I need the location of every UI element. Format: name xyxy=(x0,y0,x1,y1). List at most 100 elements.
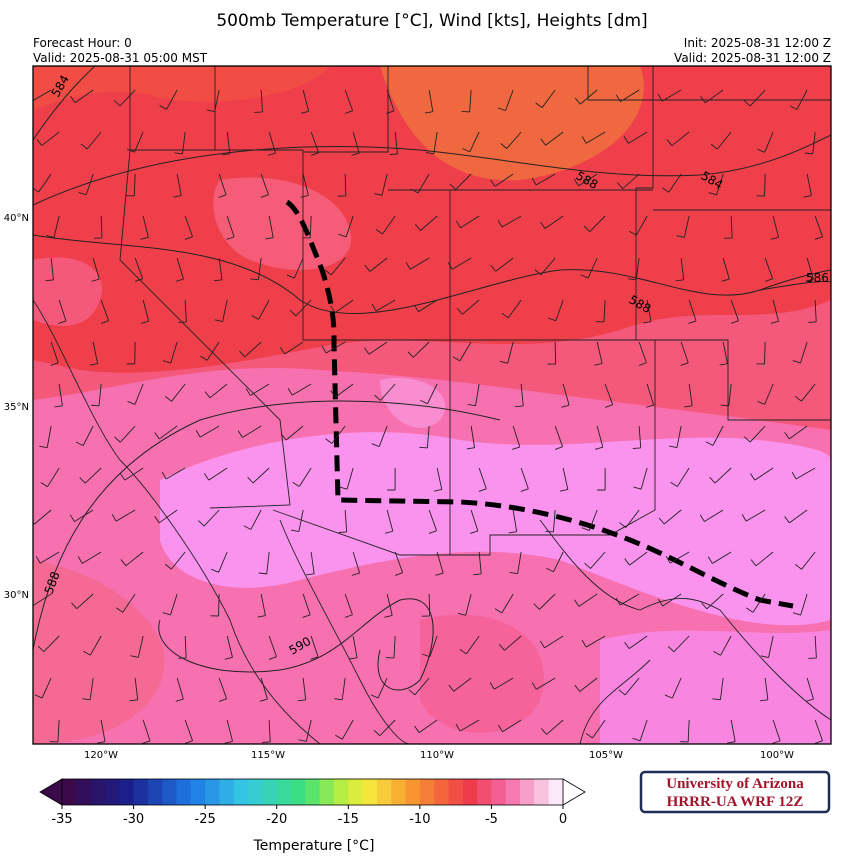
colorbar-frame xyxy=(61,778,564,806)
wind-barb xyxy=(77,551,102,564)
wind-barb xyxy=(680,719,690,743)
wind-barb xyxy=(540,131,564,146)
wind-barb xyxy=(540,719,564,735)
wind-barb xyxy=(540,215,564,229)
colorbar-swatch xyxy=(104,779,120,805)
wind-barb xyxy=(161,467,186,480)
wind-barb xyxy=(218,173,227,198)
wind-barb xyxy=(784,509,808,524)
wind-barb xyxy=(449,173,472,190)
wind-barb xyxy=(700,89,724,104)
lon-label: 120°W xyxy=(84,750,118,761)
wind-barb xyxy=(710,131,732,150)
wind-barb xyxy=(624,551,648,566)
wind-barb xyxy=(515,383,524,408)
colorbar-swatch xyxy=(233,779,249,805)
wind-barb xyxy=(595,299,606,323)
wind-barb xyxy=(174,131,186,155)
wind-barb xyxy=(709,467,732,484)
colorbar-swatch xyxy=(262,779,278,805)
wind-barb xyxy=(224,719,233,744)
colorbar: -35 -30 -25 -20 -15 -10 -5 0 xyxy=(39,778,586,827)
wind-barb xyxy=(197,509,220,527)
wind-barb xyxy=(413,299,438,313)
wind-barb xyxy=(83,635,102,656)
wind-barb xyxy=(433,467,443,492)
wind-barb xyxy=(759,677,769,702)
wind-barb xyxy=(741,509,766,522)
lon-label: 105°W xyxy=(589,750,623,761)
wind-barb xyxy=(344,89,354,114)
wind-barb xyxy=(494,593,514,614)
colorbar-swatch xyxy=(205,779,220,805)
wind-barb xyxy=(195,425,220,438)
colorbar-tick-label: -5 xyxy=(485,812,498,827)
colorbar-swatch xyxy=(348,779,363,805)
wind-barb xyxy=(581,635,606,648)
wind-barb xyxy=(114,425,136,443)
wind-barb xyxy=(547,341,557,365)
wind-barb xyxy=(339,467,354,490)
wind-barb xyxy=(330,383,354,398)
wind-barb xyxy=(237,425,262,438)
wind-barb xyxy=(470,509,479,534)
wind-barb xyxy=(699,509,724,522)
wind-barb xyxy=(54,383,63,408)
wind-barb xyxy=(707,551,732,564)
wind-barb xyxy=(115,593,136,613)
wind-barb xyxy=(175,257,184,282)
wind-barb xyxy=(82,677,94,701)
wind-barb xyxy=(509,551,522,575)
colorbar-swatch xyxy=(76,779,92,805)
wind-barb xyxy=(165,383,186,402)
wind-barb xyxy=(302,593,311,618)
wind-barb xyxy=(254,89,263,113)
wind-barb xyxy=(289,299,312,317)
wind-barb xyxy=(688,299,697,324)
wind-barb xyxy=(173,173,182,198)
wind-barb xyxy=(425,131,438,155)
wind-barb xyxy=(120,467,144,481)
wind-barb xyxy=(93,215,103,239)
wind-barb xyxy=(422,635,438,658)
wind-barb xyxy=(371,299,396,312)
colorbar-swatch xyxy=(333,779,349,805)
wind-barb xyxy=(250,257,262,281)
wind-barb xyxy=(243,509,262,530)
wind-barb xyxy=(91,383,102,407)
wind-barb xyxy=(808,299,817,323)
wind-barb xyxy=(387,467,396,491)
colorbar-swatch xyxy=(491,779,507,805)
wind-barb xyxy=(457,593,472,616)
wind-barb xyxy=(126,173,136,197)
wind-barb xyxy=(676,215,690,238)
logo-line: HRRR-UA WRF 12Z xyxy=(667,794,804,810)
colorbar-tick-label: -10 xyxy=(409,812,430,827)
colorbar-swatch xyxy=(133,779,149,805)
wind-barb xyxy=(657,89,682,102)
valid-local: Valid: 2025-08-31 05:00 MST xyxy=(33,51,208,65)
wind-barb xyxy=(75,425,94,447)
wind-barb xyxy=(211,551,228,573)
wind-barb xyxy=(792,341,808,364)
wind-barb xyxy=(539,635,564,649)
wind-barb xyxy=(615,89,640,102)
wind-barb xyxy=(497,719,522,733)
wind-barb xyxy=(499,341,514,364)
wind-barb xyxy=(421,593,431,617)
wind-barb xyxy=(500,131,522,149)
wind-barb xyxy=(489,677,514,690)
wind-barb xyxy=(623,131,648,144)
wind-barb xyxy=(338,215,354,238)
wind-barb xyxy=(804,131,816,155)
wind-barb xyxy=(664,677,682,699)
wind-barb xyxy=(300,89,310,114)
wind-barb xyxy=(410,173,430,194)
wind-barb xyxy=(58,299,67,324)
wind-barb xyxy=(204,383,228,399)
wind-barb xyxy=(554,425,564,450)
wind-barb xyxy=(743,425,766,443)
wind-barb xyxy=(512,425,521,450)
lat-label: 35°N xyxy=(4,402,29,413)
